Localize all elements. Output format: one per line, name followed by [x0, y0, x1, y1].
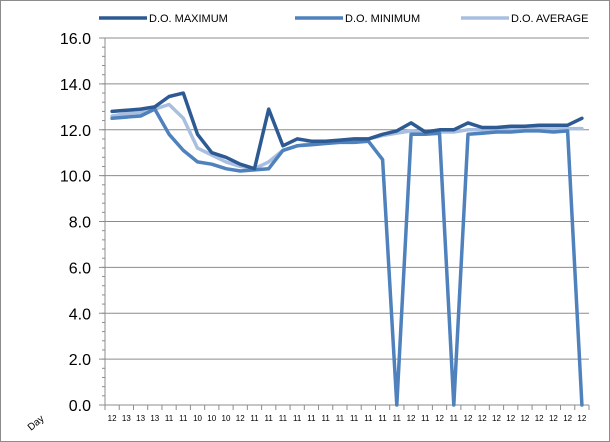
- y-tick-label: 0.0: [69, 398, 91, 415]
- x-tick-label: 12: [563, 414, 572, 423]
- x-tick-label: 12: [535, 414, 544, 423]
- x-tick-label: 12: [506, 414, 515, 423]
- x-tick-label: 11: [179, 414, 188, 423]
- x-tick-label: 11: [378, 414, 387, 423]
- x-tick-label: 12: [435, 414, 444, 423]
- x-tick-label: 10: [207, 414, 216, 423]
- x-tick-label: 11: [279, 414, 288, 423]
- legend: D.O. MAXIMUM D.O. MINIMUM D.O. AVERAGE: [99, 13, 588, 25]
- y-tick-label: 10.0: [60, 169, 91, 186]
- x-tick-label: 12: [407, 414, 416, 423]
- x-axis-title: Day: [26, 413, 47, 433]
- x-tick-label: 12: [520, 414, 529, 423]
- x-tick-label: 11: [364, 414, 373, 423]
- x-tick-label: 11: [321, 414, 330, 423]
- legend-label: D.O. MINIMUM: [345, 13, 420, 25]
- x-tick-label: 12: [478, 414, 487, 423]
- series-lines: [110, 91, 584, 407]
- x-tick-label: 11: [350, 414, 359, 423]
- x-tick-label: 10: [222, 414, 231, 423]
- x-tick-label: 11: [393, 414, 402, 423]
- legend-label: D.O. AVERAGE: [511, 13, 588, 25]
- y-tick-label: 14.0: [60, 77, 91, 94]
- x-tick-label: 11: [165, 414, 174, 423]
- x-tick-label: 13: [122, 414, 131, 423]
- x-tick-label: 12: [549, 414, 558, 423]
- axes: [99, 37, 590, 410]
- series-line-d-o-maximum: [110, 91, 584, 171]
- x-tick-label: 11: [250, 414, 259, 423]
- gridlines: [105, 37, 589, 360]
- legend-label: D.O. MAXIMUM: [149, 13, 228, 25]
- x-tick-label: 11: [307, 414, 316, 423]
- y-tick-label: 4.0: [69, 306, 91, 323]
- x-tick-label: 11: [293, 414, 302, 423]
- x-tick-label: 11: [265, 414, 274, 423]
- x-tick-label: 12: [492, 414, 501, 423]
- x-tick-label: 11: [421, 414, 430, 423]
- y-tick-label: 6.0: [69, 260, 91, 277]
- y-tick-label: 12.0: [60, 123, 91, 140]
- x-tick-label: 12: [236, 414, 245, 423]
- tick-labels: 0.0 2.0 4.0 6.0 8.0 10.0 12.0 14.0 16.0 12 13 13 13 1…: [26, 31, 587, 433]
- series-line-d-o-average: [110, 102, 584, 171]
- x-tick-label: 10: [193, 414, 202, 423]
- y-tick-label: 2.0: [69, 352, 91, 369]
- x-tick-label: 11: [450, 414, 459, 423]
- series-line-d-o-minimum: [110, 107, 584, 407]
- x-tick-label: 12: [577, 414, 586, 423]
- x-tick-label: 13: [136, 414, 145, 423]
- x-tick-label: 12: [108, 414, 117, 423]
- y-tick-label: 16.0: [60, 31, 91, 48]
- x-tick-label: 11: [336, 414, 345, 423]
- x-tick-label: 13: [150, 414, 159, 423]
- y-tick-label: 8.0: [69, 215, 91, 232]
- x-tick-label: 12: [464, 414, 473, 423]
